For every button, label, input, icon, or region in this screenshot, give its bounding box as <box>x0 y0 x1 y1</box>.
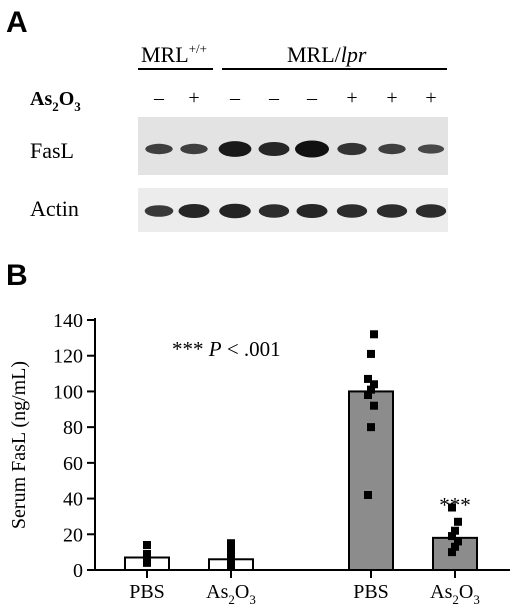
blot-band <box>337 142 367 156</box>
treatment-sign: + <box>425 87 436 109</box>
blot-band <box>336 204 368 218</box>
x-axis <box>95 569 510 578</box>
bar <box>348 390 394 571</box>
y-tick-label: 120 <box>53 346 83 368</box>
data-points <box>143 330 462 571</box>
blot-band <box>295 140 329 158</box>
data-point <box>227 546 235 555</box>
data-point <box>454 517 462 526</box>
x-tick-label: As2O3 <box>206 581 256 607</box>
significance-legend: *** P < .001 <box>172 337 281 361</box>
blot-band <box>178 204 210 218</box>
data-point <box>370 380 378 389</box>
data-point <box>448 532 456 541</box>
data-point <box>364 374 372 383</box>
y-tick-label: 60 <box>63 453 83 475</box>
y-tick-label: 0 <box>73 560 83 582</box>
blot-band <box>219 203 251 219</box>
y-tick-label: 140 <box>53 310 83 332</box>
treatment-sign: – <box>306 87 318 109</box>
data-point <box>227 557 235 566</box>
y-axis: 0 20 40 60 80 100 120 140 <box>53 310 96 582</box>
data-point <box>143 549 151 558</box>
treatment-sign: – <box>153 87 165 109</box>
y-tick-label: 40 <box>63 489 83 511</box>
data-point <box>370 401 378 410</box>
blot-band <box>145 143 173 155</box>
panel-a-label: A <box>6 6 28 39</box>
data-point <box>370 330 378 339</box>
data-point <box>364 491 372 499</box>
treatment-sign: + <box>188 87 199 109</box>
blot-band <box>180 143 208 155</box>
blot-band <box>144 205 174 217</box>
treatment-row-label: As2O3 <box>30 88 81 114</box>
x-tick-labels: PBS As2O3 PBS As2O3 <box>129 581 480 607</box>
treatment-sign: – <box>268 87 280 109</box>
data-point <box>367 349 375 358</box>
treatment-sign: + <box>386 87 397 109</box>
treatment-signs: – + – – – + + + <box>153 87 437 109</box>
significance-marker: *** <box>439 493 471 517</box>
data-point <box>448 548 456 557</box>
group-label-mrl-wt: MRL+/+ <box>141 41 207 67</box>
panel-b-label: B <box>6 259 28 292</box>
blot-band <box>218 141 252 157</box>
y-tick-label: 20 <box>63 524 83 546</box>
annotations: *** <box>439 493 471 517</box>
data-point <box>367 385 375 394</box>
blot-bands <box>144 140 447 219</box>
western-blot: MRL+/+ MRL/lpr As2O3 – + – – – + + + FasL Actin <box>30 41 448 232</box>
row-label-fasl: FasL <box>30 138 74 163</box>
blot-band <box>258 142 290 156</box>
data-point <box>227 539 235 548</box>
treatment-sign: + <box>346 87 357 109</box>
blot-band <box>376 204 408 218</box>
data-point <box>227 551 235 560</box>
y-axis-label: Serum FasL (ng/mL) <box>8 361 30 529</box>
data-point <box>448 503 456 512</box>
blot-band <box>258 204 290 218</box>
bars <box>124 390 478 571</box>
x-tick-label: As2O3 <box>430 581 480 607</box>
x-tick-label: PBS <box>353 581 389 603</box>
blot-band <box>296 204 328 218</box>
bar-chart: Serum FasL (ng/mL) 0 20 40 60 80 100 120 140 **… <box>8 310 510 607</box>
data-point <box>451 542 459 551</box>
data-point <box>143 555 151 564</box>
data-point <box>143 541 151 549</box>
data-point <box>454 537 462 546</box>
y-tick-label: 80 <box>63 417 83 439</box>
data-point <box>367 423 375 432</box>
data-point <box>227 562 235 571</box>
y-tick-label: 100 <box>53 381 83 403</box>
x-tick-label: PBS <box>129 581 165 603</box>
row-label-actin: Actin <box>30 196 79 221</box>
data-point <box>451 526 459 535</box>
group-label-mrl-lpr: MRL/lpr <box>287 42 367 67</box>
treatment-sign: – <box>229 87 241 109</box>
blot-band <box>415 204 447 218</box>
data-point <box>364 391 372 399</box>
blot-band <box>417 144 445 154</box>
blot-band <box>378 143 406 155</box>
